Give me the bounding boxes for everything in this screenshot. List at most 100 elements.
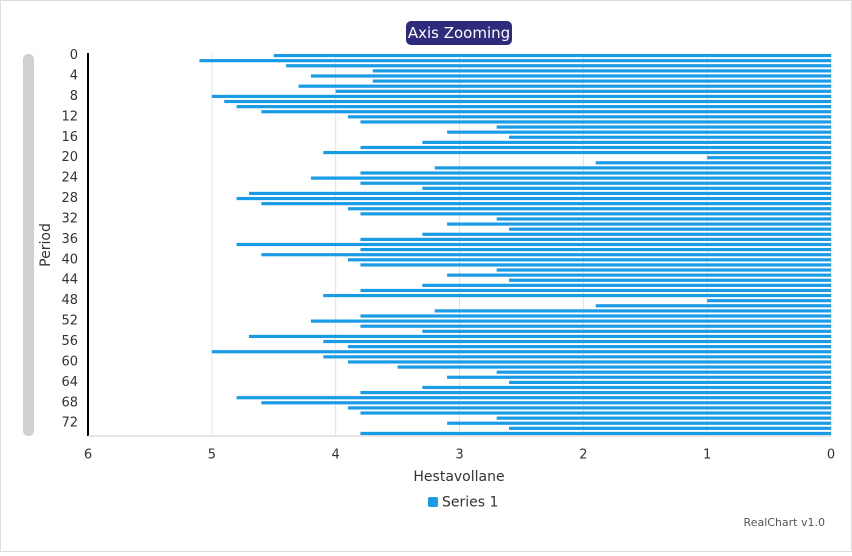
bar (248, 191, 831, 196)
x-tick-label: 3 (455, 448, 463, 463)
bar (236, 396, 832, 400)
bar (447, 222, 831, 226)
bar (447, 130, 831, 134)
bar (348, 345, 831, 349)
y-tick-label: 52 (61, 314, 78, 329)
bar (360, 145, 831, 150)
y-tick-label: 12 (61, 109, 78, 124)
y-tick-label: 36 (61, 232, 78, 247)
x-axis-title: Hestavollane (413, 469, 504, 485)
bar (310, 176, 831, 180)
bar (199, 59, 831, 63)
bar (236, 196, 832, 201)
bar (360, 390, 831, 395)
bar (360, 212, 831, 216)
legend-label: Series 1 (442, 495, 498, 511)
bar (509, 380, 831, 384)
bar (360, 324, 831, 328)
bar (211, 94, 832, 99)
bar (447, 375, 831, 379)
bar (422, 140, 831, 144)
bar (397, 365, 831, 369)
bar (707, 156, 831, 160)
y-tick-label: 24 (61, 171, 78, 186)
y-tick-label: 4 (70, 68, 78, 83)
bar (348, 115, 831, 119)
bar (422, 329, 831, 333)
y-tick-label: 48 (61, 293, 78, 308)
bar (348, 258, 831, 262)
bar (298, 84, 831, 88)
bar (360, 263, 831, 267)
bar (422, 186, 831, 190)
bar (422, 385, 831, 390)
bar (707, 299, 831, 303)
bar (348, 406, 831, 410)
bar (348, 207, 831, 211)
bar (224, 99, 831, 104)
bar (323, 355, 831, 359)
bar (360, 314, 831, 318)
bar (360, 120, 831, 124)
bar (360, 411, 831, 415)
bar (496, 268, 831, 272)
bar (236, 105, 832, 109)
bar (236, 242, 832, 247)
bar (348, 360, 831, 364)
bar (496, 416, 831, 420)
credit: RealChart v1.0 (744, 516, 825, 529)
bar (261, 253, 831, 257)
bar (360, 288, 831, 293)
bar (261, 110, 831, 114)
bar (323, 150, 831, 155)
bar (447, 421, 831, 425)
title-box (406, 21, 512, 45)
bar (595, 304, 831, 308)
bar (360, 181, 831, 185)
x-tick-label: 4 (332, 448, 340, 463)
bar (261, 401, 831, 405)
bar (496, 217, 831, 221)
bar (323, 339, 831, 344)
x-tick-label: 0 (827, 448, 835, 463)
y-tick-label: 56 (61, 334, 78, 349)
chart-title: Axis Zooming (408, 24, 510, 42)
x-tick-label: 6 (84, 448, 92, 463)
bar (372, 69, 831, 73)
bar (434, 309, 831, 313)
bar (310, 319, 831, 323)
bar (248, 334, 831, 339)
x-tick-label: 5 (208, 448, 216, 463)
bar (273, 53, 831, 58)
scrollbar[interactable] (23, 54, 34, 436)
y-tick-label: 20 (61, 150, 78, 165)
bar (360, 237, 831, 241)
bar (595, 161, 831, 165)
bar (360, 248, 831, 252)
y-tick-label: 64 (61, 375, 78, 390)
bar (509, 426, 831, 430)
bar (422, 283, 831, 287)
bar (447, 273, 831, 277)
y-axis-title: Period (38, 223, 54, 267)
bar (360, 431, 831, 436)
y-tick-label: 8 (70, 89, 78, 104)
bar (323, 293, 831, 298)
y-tick-label: 60 (61, 354, 78, 369)
y-tick-label: 72 (61, 416, 78, 431)
bar (509, 227, 831, 231)
bar (211, 350, 832, 354)
y-tick-label: 44 (61, 273, 78, 288)
x-tick-label: 1 (703, 448, 711, 463)
y-tick-label: 16 (61, 130, 78, 145)
bar (422, 232, 831, 236)
bar (509, 135, 831, 139)
y-tick-label: 28 (61, 191, 78, 206)
bar (496, 125, 831, 129)
y-tick-label: 32 (61, 211, 78, 226)
bar (509, 278, 831, 282)
bar (496, 370, 831, 374)
bar (261, 202, 831, 206)
bar (372, 79, 831, 83)
bar (360, 171, 831, 175)
